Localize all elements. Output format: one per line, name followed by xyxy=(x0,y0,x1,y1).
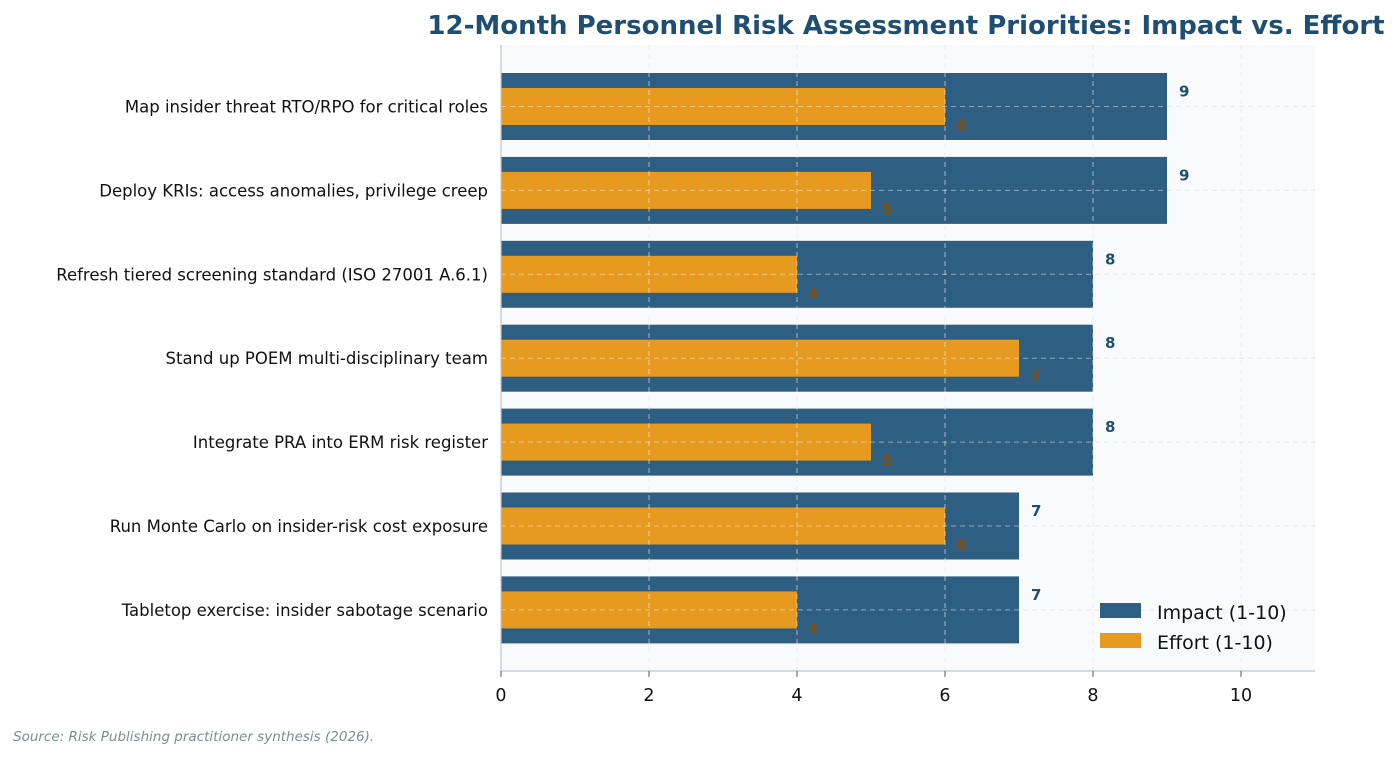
value-label-impact-1: 9 xyxy=(1179,166,1189,184)
category-label-1: Deploy KRIs: access anomalies, privilege… xyxy=(99,181,488,200)
value-label-effort-3: 7 xyxy=(1030,368,1040,386)
bar-effort-4 xyxy=(501,423,871,461)
category-label-6: Tabletop exercise: insider sabotage scen… xyxy=(121,601,488,620)
category-labels: Map insider threat RTO/RPO for critical … xyxy=(56,98,488,620)
legend-label-impact: Impact (1-10) xyxy=(1157,602,1287,624)
bar-effort-5 xyxy=(501,507,945,545)
value-label-impact-6: 7 xyxy=(1031,586,1041,604)
x-tick-label-2: 4 xyxy=(791,686,802,706)
chart-title: 12-Month Personnel Risk Assessment Prior… xyxy=(427,11,1384,41)
category-label-2: Refresh tiered screening standard (ISO 2… xyxy=(56,265,488,284)
category-label-5: Run Monte Carlo on insider-risk cost exp… xyxy=(110,517,488,536)
bar-effort-3 xyxy=(501,339,1019,377)
x-tick-label-1: 2 xyxy=(643,686,654,706)
value-label-impact-0: 9 xyxy=(1179,83,1189,101)
legend-label-effort: Effort (1-10) xyxy=(1157,632,1273,654)
legend: Impact (1-10) Effort (1-10) xyxy=(1100,602,1287,654)
value-label-effort-1: 5 xyxy=(882,200,892,218)
category-label-0: Map insider threat RTO/RPO for critical … xyxy=(125,98,488,117)
value-label-impact-4: 8 xyxy=(1105,418,1115,436)
value-label-effort-2: 4 xyxy=(808,284,818,302)
value-label-effort-0: 6 xyxy=(956,117,966,135)
overlay-grid-lines xyxy=(501,45,1315,671)
x-tick-label-0: 0 xyxy=(495,686,506,706)
bar-effort-0 xyxy=(501,88,945,125)
value-labels: 9 6 9 5 8 4 8 7 8 5 7 6 7 4 xyxy=(808,83,1189,638)
value-label-impact-2: 8 xyxy=(1105,250,1115,268)
category-label-3: Stand up POEM multi-disciplinary team xyxy=(166,349,489,368)
legend-swatch-impact xyxy=(1100,603,1141,618)
x-tick-label-3: 6 xyxy=(939,686,950,706)
category-label-4: Integrate PRA into ERM risk register xyxy=(193,433,488,452)
value-label-effort-4: 5 xyxy=(882,452,892,470)
legend-swatch-effort xyxy=(1100,633,1141,648)
x-axis-ticks: 0 2 4 6 8 10 xyxy=(495,671,1252,706)
x-tick-label-4: 8 xyxy=(1087,686,1098,706)
value-label-effort-5: 6 xyxy=(956,536,966,554)
value-label-impact-3: 8 xyxy=(1105,334,1115,352)
value-label-impact-5: 7 xyxy=(1031,502,1041,520)
bar-effort-1 xyxy=(501,171,871,209)
bars xyxy=(501,73,1167,644)
source-note: Source: Risk Publishing practitioner syn… xyxy=(13,729,374,745)
value-label-effort-6: 4 xyxy=(808,620,818,638)
x-tick-label-5: 10 xyxy=(1230,686,1252,706)
